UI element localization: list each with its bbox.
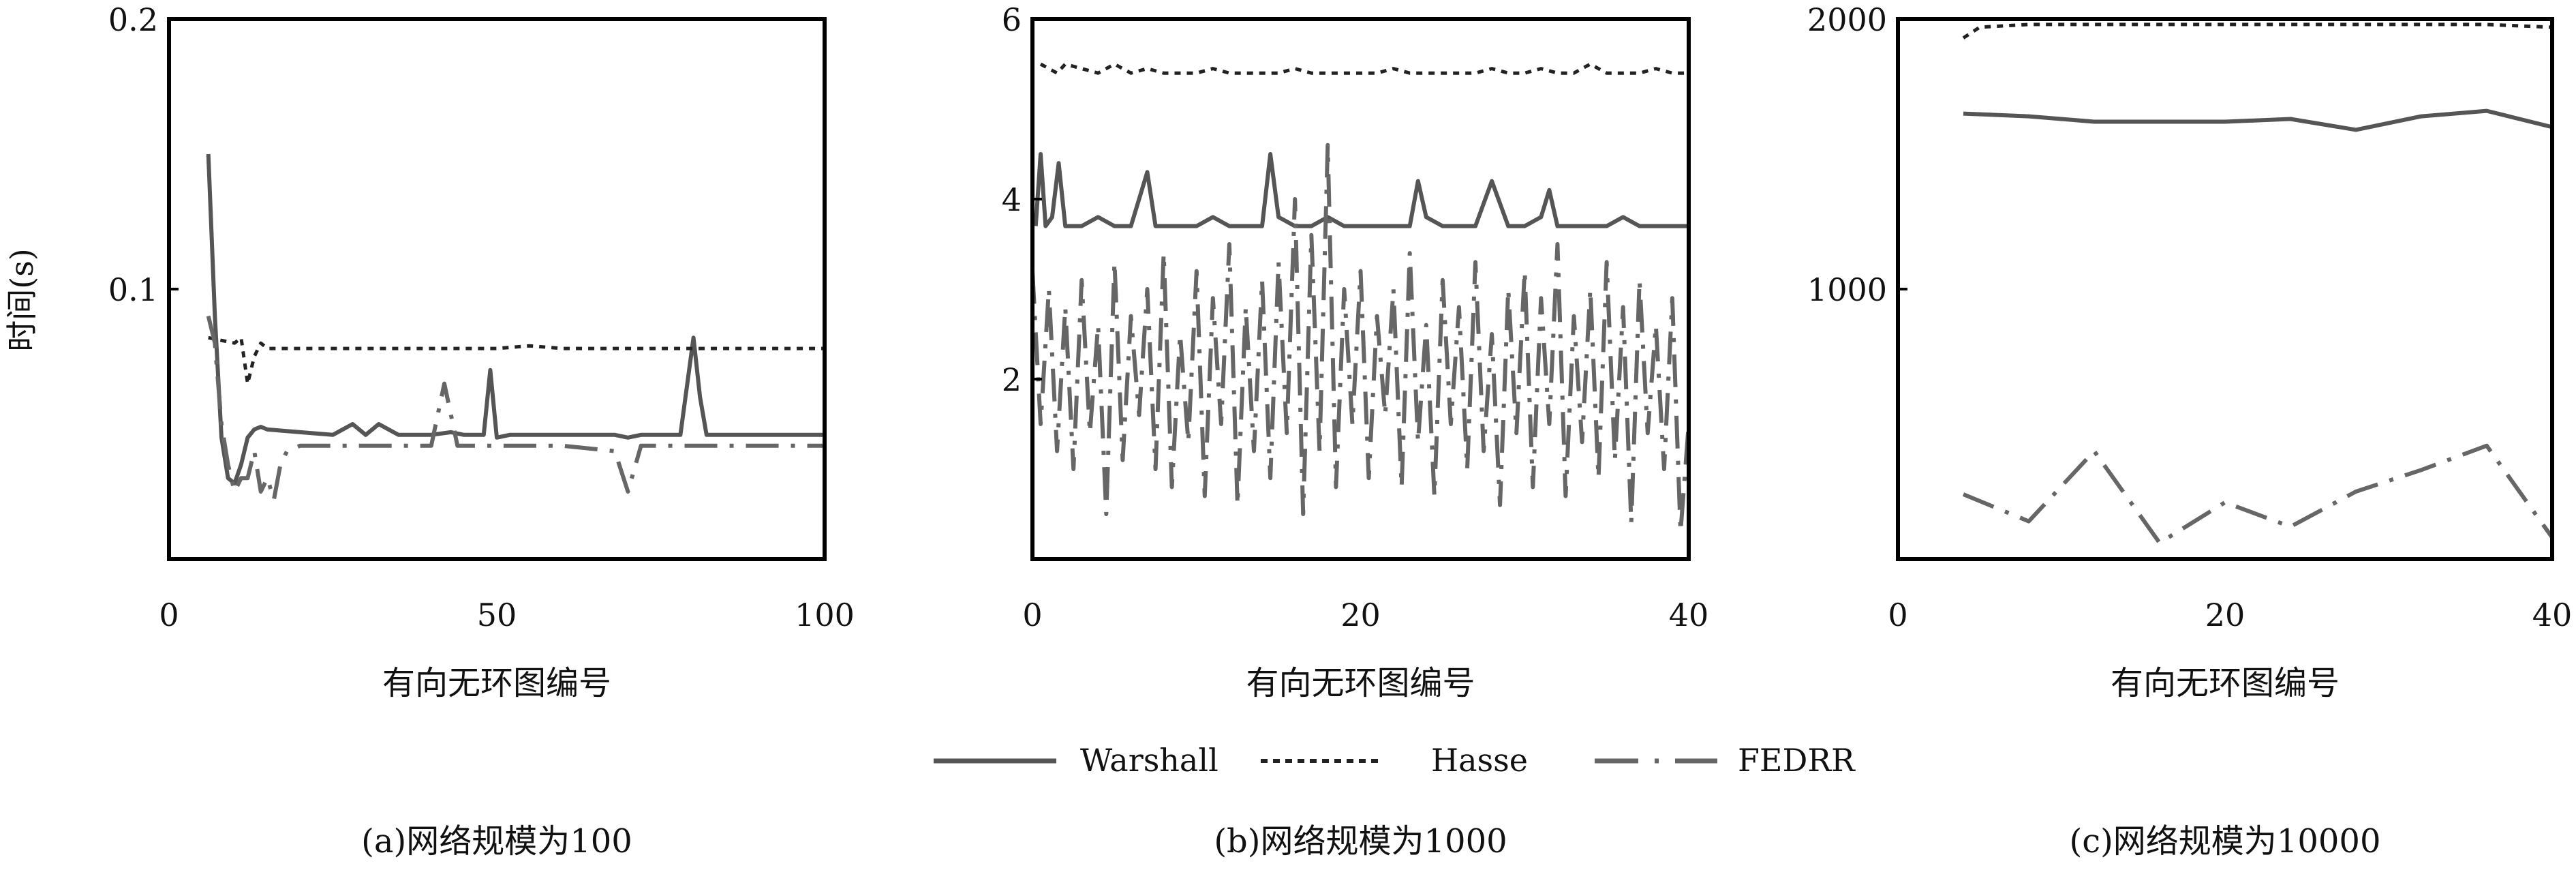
x-tick-label: 0 (1022, 597, 1042, 633)
series-line-hasse (1039, 62, 1689, 75)
series-line-fedrr (1030, 142, 1691, 535)
panel-title: (a)网络规模为100 (361, 822, 632, 860)
x-axis-label: 有向无环图编号 (2111, 664, 2340, 702)
x-tick-label: 40 (1669, 597, 1709, 633)
y-tick-label: 6 (1002, 1, 1022, 38)
plot-frame (1030, 17, 1691, 561)
series-line-hasse (208, 335, 825, 386)
x-axis-label: 有向无环图编号 (1246, 664, 1475, 702)
panel-title: (c)网络规模为10000 (2069, 822, 2380, 860)
x-tick-label: 50 (477, 597, 517, 633)
series-line-warshall (206, 153, 825, 486)
series-line-fedrr (1962, 443, 2554, 545)
y-axis-label: 时间(s) (3, 248, 40, 352)
series-line-hasse (1962, 22, 2553, 40)
series-line-fedrr (206, 315, 825, 502)
x-tick-label: 0 (1888, 597, 1907, 633)
y-tick-label: 1000 (1807, 271, 1887, 308)
x-axis-label: 有向无环图编号 (382, 664, 611, 702)
y-tick-label: 0.1 (108, 271, 158, 308)
panel-title: (b)网络规模为1000 (1214, 822, 1507, 860)
series-line-warshall (1033, 152, 1689, 228)
y-tick-label: 2 (1002, 361, 1022, 398)
legend-label-warshall: Warshall (1080, 742, 1218, 779)
x-tick-label: 20 (1340, 597, 1381, 633)
legend-label-fedrr: FEDRR (1738, 742, 1856, 779)
chart-panel-c: 1000 2000 0 20 40 有向无环图编号 (c)网络规模为10000 (1807, 1, 2572, 860)
y-axis-label-text: 时间(s) (3, 248, 40, 352)
legend-label-hasse: Hasse (1431, 742, 1528, 779)
plot-frame (1896, 17, 2554, 561)
y-tick-label: 4 (1002, 181, 1022, 218)
chart-panel-a: 0.1 0.2 0 50 100 有向无环图编号 (a)网络规模为100 (108, 1, 855, 860)
plot-frame (167, 17, 827, 561)
legend: Warshall Hasse FEDRR (934, 742, 1856, 779)
x-tick-label: 0 (159, 597, 179, 633)
series-line-warshall (1963, 108, 2553, 132)
x-tick-label: 100 (795, 597, 855, 633)
x-tick-label: 40 (2532, 597, 2573, 633)
x-tick-label: 20 (2205, 597, 2245, 633)
y-tick-label: 0.2 (108, 1, 158, 38)
y-tick-label: 2000 (1807, 1, 1887, 38)
chart-panel-b: 2 4 6 0 20 40 有向无环图编号 (b)网络规模为1000 (1002, 1, 1709, 860)
